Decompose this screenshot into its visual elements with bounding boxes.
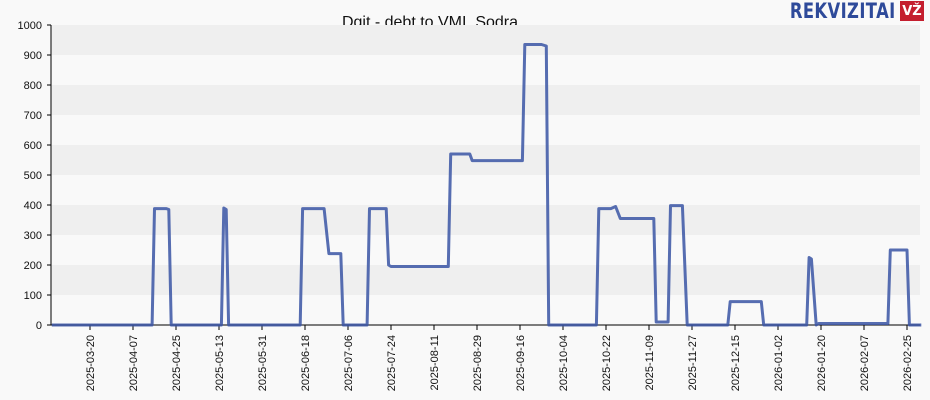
grid-band: [51, 85, 920, 115]
x-tick-label: 2026-02-25: [902, 335, 914, 391]
y-tick-label: 0: [36, 320, 42, 332]
logo-text: REKVIZITAI: [790, 0, 896, 23]
y-tick-label: 700: [24, 110, 42, 122]
y-tick-label: 900: [24, 50, 42, 62]
grid-bands: [51, 25, 920, 325]
rekvizitai-logo[interactable]: REKVIZITAI VŽ: [760, 0, 924, 23]
x-tick-label: 2026-01-02: [773, 335, 785, 391]
grid-band: [51, 295, 920, 325]
x-tick-label: 2025-05-31: [257, 335, 269, 391]
x-tick-label: 2025-07-24: [386, 335, 398, 391]
y-tick-label: 200: [24, 260, 42, 272]
grid-band: [51, 205, 920, 235]
grid-band: [51, 25, 920, 55]
x-tick-label: 2025-07-06: [343, 335, 355, 391]
x-tick-label: 2025-08-29: [472, 335, 484, 391]
y-tick-label: 600: [24, 140, 42, 152]
x-tick-label: 2025-08-11: [429, 335, 441, 390]
y-tick-label: 300: [24, 230, 42, 242]
x-tick-label: 2025-11-27: [687, 335, 699, 390]
debt-line: [51, 43, 922, 327]
x-tick-label: 2025-10-04: [558, 335, 570, 391]
grid-band: [51, 115, 920, 145]
x-tick-label: 2025-11-09: [644, 335, 656, 390]
x-tick-label: 2026-01-20: [816, 335, 828, 391]
x-tick-label: 2025-09-16: [515, 335, 527, 391]
x-tick-label: 2025-10-22: [601, 335, 613, 391]
x-tick-label: 2025-03-20: [85, 335, 97, 391]
x-tick-label: 2026-02-07: [859, 335, 871, 391]
y-axis: 0 100 200 300 400 500 600 700 800 900 1000: [18, 20, 52, 332]
y-tick-label: 500: [24, 170, 42, 182]
x-tick-label: 2025-04-25: [171, 335, 183, 391]
grid-band: [51, 55, 920, 85]
x-tick-label: 2025-05-13: [214, 335, 226, 391]
y-tick-label: 400: [24, 200, 42, 212]
y-tick-label: 100: [24, 290, 42, 302]
grid-band: [51, 175, 920, 205]
x-tick-label: 2025-12-15: [730, 335, 742, 391]
y-tick-label: 800: [24, 80, 42, 92]
logo-badge-icon: VŽ: [900, 1, 924, 21]
y-tick-label: 1000: [18, 20, 42, 32]
x-tick-label: 2025-06-18: [300, 335, 312, 391]
x-axis: 2025-03-20 2025-04-07 2025-04-25 2025-05-13…: [51, 324, 920, 391]
x-tick-label: 2025-04-07: [128, 335, 140, 391]
grid-band: [51, 235, 920, 265]
grid-band: [51, 265, 920, 295]
